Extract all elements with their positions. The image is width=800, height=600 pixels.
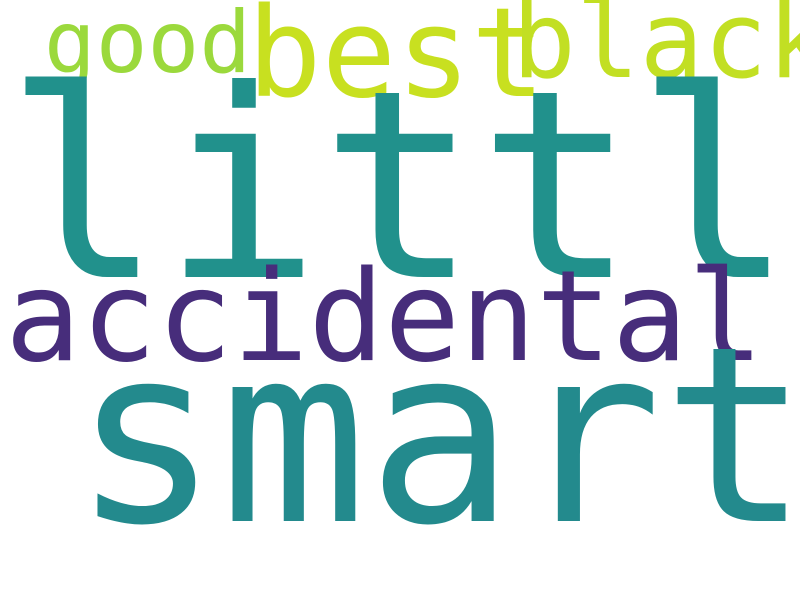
word-best: best (247, 0, 546, 126)
word-black: black (512, 0, 800, 102)
word-accidental: accidental (5, 243, 764, 390)
word-little: little (5, 34, 800, 339)
word-smart: smart (72, 294, 800, 579)
word-good: good (44, 0, 252, 93)
